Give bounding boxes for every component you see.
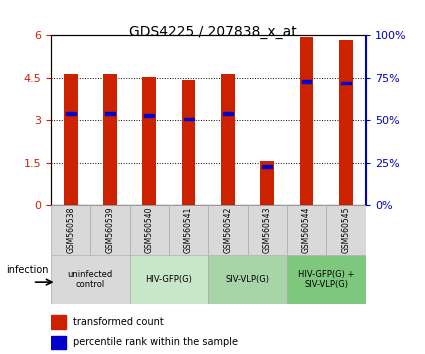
FancyBboxPatch shape [169, 205, 208, 255]
Text: SIV-VLP(G): SIV-VLP(G) [226, 275, 269, 284]
Bar [51, 336, 66, 349]
FancyBboxPatch shape [326, 205, 366, 255]
Text: GDS4225 / 207838_x_at: GDS4225 / 207838_x_at [129, 25, 296, 39]
Bar [300, 38, 313, 205]
Text: HIV-GFP(G): HIV-GFP(G) [145, 275, 193, 284]
Text: GSM560539: GSM560539 [105, 207, 114, 253]
FancyBboxPatch shape [287, 205, 326, 255]
Bar [144, 114, 154, 117]
Text: GSM560544: GSM560544 [302, 207, 311, 253]
Bar [262, 165, 272, 168]
FancyBboxPatch shape [90, 205, 130, 255]
Bar [221, 74, 235, 205]
Bar [339, 40, 353, 205]
Bar [66, 112, 76, 115]
FancyBboxPatch shape [247, 205, 287, 255]
Text: GSM560541: GSM560541 [184, 207, 193, 253]
Bar [51, 315, 66, 329]
FancyBboxPatch shape [130, 255, 208, 304]
Text: GSM560543: GSM560543 [263, 207, 272, 253]
Bar [341, 81, 351, 84]
Text: HIV-GFP(G) +
SIV-VLP(G): HIV-GFP(G) + SIV-VLP(G) [298, 270, 354, 289]
FancyBboxPatch shape [208, 255, 287, 304]
FancyBboxPatch shape [208, 205, 247, 255]
Text: transformed count: transformed count [74, 317, 164, 327]
Text: GSM560540: GSM560540 [145, 207, 154, 253]
Text: GSM560538: GSM560538 [66, 207, 75, 253]
Bar [302, 80, 312, 83]
Bar [105, 112, 115, 115]
Bar [184, 118, 193, 120]
Text: percentile rank within the sample: percentile rank within the sample [74, 337, 238, 348]
FancyBboxPatch shape [51, 255, 130, 304]
FancyBboxPatch shape [130, 205, 169, 255]
Text: infection: infection [6, 265, 48, 275]
FancyBboxPatch shape [51, 205, 90, 255]
Bar [103, 74, 117, 205]
FancyBboxPatch shape [287, 255, 366, 304]
Bar [182, 80, 196, 205]
Bar [223, 112, 233, 115]
Bar [261, 161, 274, 205]
Text: GSM560545: GSM560545 [341, 207, 350, 253]
Bar [142, 77, 156, 205]
Text: uninfected
control: uninfected control [68, 270, 113, 289]
Text: GSM560542: GSM560542 [224, 207, 232, 253]
Bar [64, 74, 77, 205]
